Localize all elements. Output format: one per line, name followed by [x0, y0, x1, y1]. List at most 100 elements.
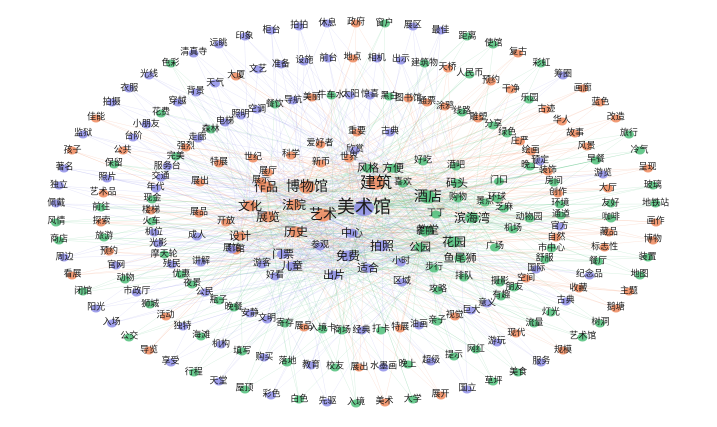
graph-edge: [267, 216, 517, 334]
graph-edge: [291, 180, 500, 267]
graph-edge: [381, 245, 564, 351]
graph-edge: [356, 131, 473, 219]
graph-node: 阳光: [87, 303, 105, 313]
node-label: 公民: [195, 287, 214, 298]
graph-edge: [322, 131, 391, 216]
node-label: 夜景: [183, 278, 202, 289]
node-label: 水墨画: [370, 361, 398, 372]
graph-edge: [427, 196, 455, 243]
graph-node: 网红: [467, 345, 485, 354]
node-label: 展览: [255, 210, 281, 224]
node-label: 展品: [294, 321, 313, 332]
node-label: 空调: [248, 104, 267, 115]
graph-node: 校友: [326, 362, 344, 372]
graph-edge: [367, 267, 455, 317]
node-label: 风景: [577, 141, 596, 152]
node-label: 流量: [525, 318, 544, 329]
graph-node-major: 展品: [190, 208, 208, 218]
graph-edge: [153, 167, 394, 234]
graph-edge: [146, 124, 284, 255]
graph-node: 导览: [140, 346, 158, 355]
graph-edge: [197, 137, 369, 169]
graph-node-major: 门口: [490, 176, 508, 186]
graph-node: 最佳: [432, 26, 450, 35]
graph-edge: [306, 36, 468, 188]
graph-node-major: 讲解: [192, 257, 210, 267]
node-label: 寄存: [275, 318, 294, 329]
node-label: 走廊: [188, 132, 207, 143]
graph-node: 水墨画: [370, 361, 398, 372]
graph-node: 特展: [391, 323, 409, 333]
node-label: 光线: [139, 69, 158, 80]
node-label: 排队: [454, 271, 474, 282]
graph-edge: [380, 182, 458, 331]
graph-node: 复古: [509, 48, 527, 58]
graph-edge: [333, 133, 508, 276]
node-label: 小朋友: [132, 119, 160, 130]
node-label: 古典: [556, 295, 575, 306]
graph-node: 前台: [319, 54, 337, 63]
graph-edge: [56, 203, 429, 231]
graph-edge: [220, 216, 269, 345]
graph-edge: [136, 255, 349, 293]
node-label: 适合: [357, 261, 379, 275]
node-label: 房间: [544, 176, 563, 187]
graph-edge: [249, 98, 409, 207]
graph-edge: [292, 100, 308, 188]
graph-edge: [267, 216, 421, 248]
graph-edge: [293, 204, 519, 374]
graph-node: 行程: [185, 368, 203, 377]
graph-node: 天桥: [439, 63, 457, 73]
graph-node-major: 科学: [282, 150, 300, 160]
graph-edge: [422, 160, 473, 219]
graph-edge: [419, 217, 473, 248]
graph-node: 呈现: [639, 163, 657, 173]
graph-edge: [287, 246, 421, 363]
graph-edge: [158, 232, 353, 245]
graph-node: 大学: [404, 395, 422, 404]
graph-edge: [453, 181, 554, 243]
node-label: 电梯: [215, 116, 234, 127]
node-label: 历史: [283, 225, 309, 239]
node-label: 填写: [233, 346, 252, 357]
node-label: 屋顶: [235, 383, 254, 394]
node-label: 古典: [380, 126, 400, 137]
graph-edge: [235, 75, 429, 198]
graph-edge: [419, 246, 502, 297]
node-label: 官网: [107, 260, 126, 271]
graph-edge: [185, 146, 267, 188]
node-label: 画廊: [573, 83, 592, 94]
graph-node: 公共: [114, 146, 132, 155]
node-label: 鱼尾狮: [443, 251, 477, 265]
graph-edge: [350, 94, 429, 231]
graph-edge: [218, 232, 353, 383]
graph-edge: [306, 186, 429, 198]
graph-edge: [427, 203, 561, 231]
node-label: 国际: [527, 263, 546, 274]
graph-edge: [233, 204, 295, 308]
graph-node: 预约: [100, 247, 118, 256]
graph-node: 艺术品: [90, 188, 117, 198]
graph-node: 装饰: [539, 166, 557, 176]
graph-node: 孩子: [63, 146, 81, 155]
graph-node: 衣服: [120, 84, 138, 93]
graph-edge: [427, 196, 583, 338]
graph-node: 白色: [290, 395, 308, 404]
graph-edge: [181, 205, 251, 275]
graph-edge: [264, 214, 324, 358]
graph-edge: [200, 267, 369, 337]
node-label: 小时: [391, 256, 411, 267]
graph-edge: [381, 89, 512, 247]
graph-edge: [239, 235, 583, 338]
graph-edge: [291, 75, 564, 267]
graph-node: 公民: [196, 288, 214, 297]
graph-edge: [419, 102, 601, 248]
graph-edge: [239, 235, 243, 352]
graph-edge: [56, 203, 369, 269]
node-label: 美食: [509, 367, 528, 378]
graph-edge: [322, 214, 357, 404]
graph-node: 画廊: [574, 84, 592, 93]
graph-edge: [249, 205, 402, 263]
graph-node: 照明: [232, 110, 250, 120]
graph-edge: [257, 69, 394, 169]
